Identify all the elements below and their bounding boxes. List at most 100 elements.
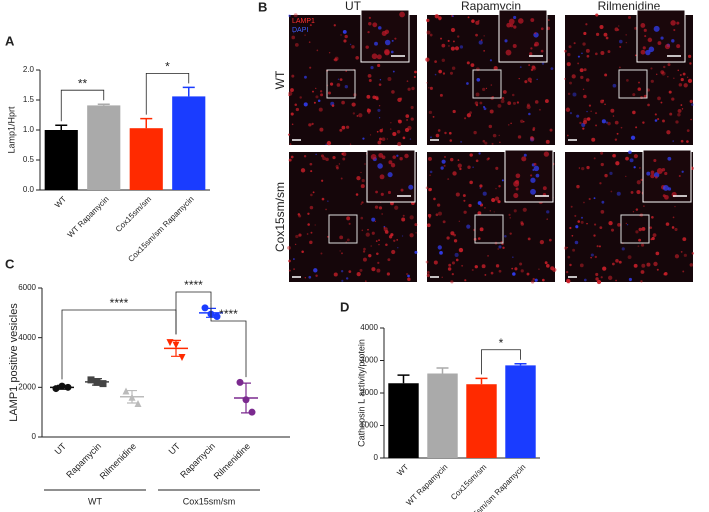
- fluorescence-spot: [362, 257, 367, 262]
- fluorescence-spot: [482, 191, 487, 196]
- fluorescence-spot: [387, 172, 393, 178]
- fluorescence-spot: [633, 166, 636, 169]
- fluorescence-spot: [309, 240, 313, 245]
- fluorescence-spot: [689, 263, 694, 267]
- fluorescence-spot: [569, 112, 573, 115]
- fluorescence-spot: [664, 43, 671, 50]
- fluorescence-spot: [585, 23, 588, 26]
- data-point: [248, 408, 256, 416]
- fluorescence-spot: [469, 153, 473, 157]
- fluorescence-spot: [475, 92, 480, 97]
- fluorescence-spot: [538, 108, 541, 111]
- fluorescence-spot: [599, 226, 603, 230]
- fluorescence-spot: [341, 125, 346, 130]
- fluorescence-spot: [570, 205, 573, 208]
- fluorescence-spot: [497, 200, 501, 204]
- fluorescence-spot: [379, 79, 382, 81]
- fluorescence-spot: [426, 273, 430, 278]
- fluorescence-spot: [640, 23, 646, 28]
- fluorescence-spot: [367, 30, 370, 34]
- fluorescence-spot: [632, 93, 636, 97]
- fluorescence-spot: [586, 110, 588, 113]
- fluorescence-spot: [402, 214, 405, 217]
- fluorescence-spot: [378, 83, 382, 86]
- group-label: Cox15sm/sm: [183, 496, 236, 506]
- bar: [172, 96, 206, 190]
- fluorescence-spot: [508, 213, 511, 216]
- zoom-box: [474, 214, 504, 244]
- fluorescence-spot: [396, 238, 399, 241]
- fluorescence-spot: [450, 231, 455, 236]
- bar: [129, 128, 163, 190]
- fluorescence-spot: [595, 272, 599, 277]
- fluorescence-spot: [646, 262, 651, 267]
- zoom-box: [618, 69, 648, 99]
- fluorescence-spot: [512, 101, 516, 105]
- fluorescence-spot: [671, 39, 675, 43]
- fluorescence-spot: [571, 234, 574, 237]
- fluorescence-spot: [614, 120, 619, 125]
- fluorescence-spot: [625, 222, 627, 224]
- fluorescence-spot: [660, 36, 664, 40]
- fluorescence-spot: [415, 232, 417, 234]
- fluorescence-spot: [404, 153, 409, 159]
- fluorescence-spot: [337, 78, 340, 81]
- fluorescence-spot: [541, 278, 545, 282]
- fluorescence-spot: [489, 59, 493, 62]
- fluorescence-spot: [442, 72, 446, 75]
- fluorescence-spot: [604, 173, 608, 178]
- fluorescence-spot: [400, 188, 404, 192]
- fluorescence-spot: [662, 184, 669, 191]
- fluorescence-spot: [303, 155, 307, 158]
- fluorescence-spot: [620, 126, 623, 129]
- fluorescence-spot: [304, 75, 307, 79]
- fluorescence-spot: [364, 163, 366, 165]
- fluorescence-spot: [306, 233, 309, 235]
- fluorescence-spot: [341, 100, 345, 105]
- fluorescence-spot: [439, 93, 443, 97]
- significance-label: ****: [219, 307, 238, 321]
- fluorescence-spot: [491, 142, 494, 145]
- fluorescence-spot: [475, 67, 480, 72]
- fluorescence-spot: [377, 140, 382, 145]
- fluorescence-spot: [434, 60, 437, 63]
- fluorescence-spot: [303, 102, 308, 107]
- fluorescence-spot: [608, 220, 613, 226]
- fluorescence-spot: [361, 229, 364, 232]
- fluorescence-spot: [304, 277, 306, 279]
- fluorescence-spot: [331, 104, 335, 107]
- fluorescence-spot: [491, 197, 496, 203]
- fluorescence-spot: [632, 110, 636, 115]
- fluorescence-spot: [591, 137, 596, 142]
- fluorescence-spot: [410, 105, 414, 110]
- significance-bracket: [481, 349, 521, 375]
- fluorescence-spot: [593, 223, 597, 226]
- fluorescence-spot: [370, 245, 372, 247]
- y-tick-label: 2000: [360, 388, 378, 397]
- fluorescence-spot: [579, 121, 582, 125]
- fluorescence-spot: [309, 205, 314, 210]
- fluorescence-spot: [451, 66, 456, 70]
- fluorescence-spot: [430, 136, 432, 138]
- fluorescence-spot: [681, 108, 684, 110]
- fluorescence-spot: [426, 18, 430, 23]
- fluorescence-spot: [327, 91, 332, 95]
- fluorescence-spot: [490, 271, 494, 275]
- fluorescence-spot: [667, 76, 669, 78]
- fluorescence-spot: [461, 264, 464, 267]
- fluorescence-spot: [616, 191, 621, 196]
- fluorescence-spot: [638, 81, 640, 84]
- fluorescence-spot: [439, 251, 443, 255]
- fluorescence-spot: [502, 246, 505, 250]
- fluorescence-spot: [638, 238, 642, 242]
- fluorescence-spot: [484, 141, 488, 145]
- fluorescence-spot: [426, 223, 431, 228]
- y-tick-label: 0.0: [23, 185, 35, 194]
- fluorescence-spot: [333, 24, 336, 27]
- fluorescence-spot: [315, 95, 319, 99]
- fluorescence-spot: [450, 280, 454, 284]
- fluorescence-spot: [595, 13, 599, 17]
- fluorescence-spot: [438, 69, 442, 74]
- fluorescence-spot: [578, 167, 581, 169]
- fluorescence-spot: [595, 112, 598, 115]
